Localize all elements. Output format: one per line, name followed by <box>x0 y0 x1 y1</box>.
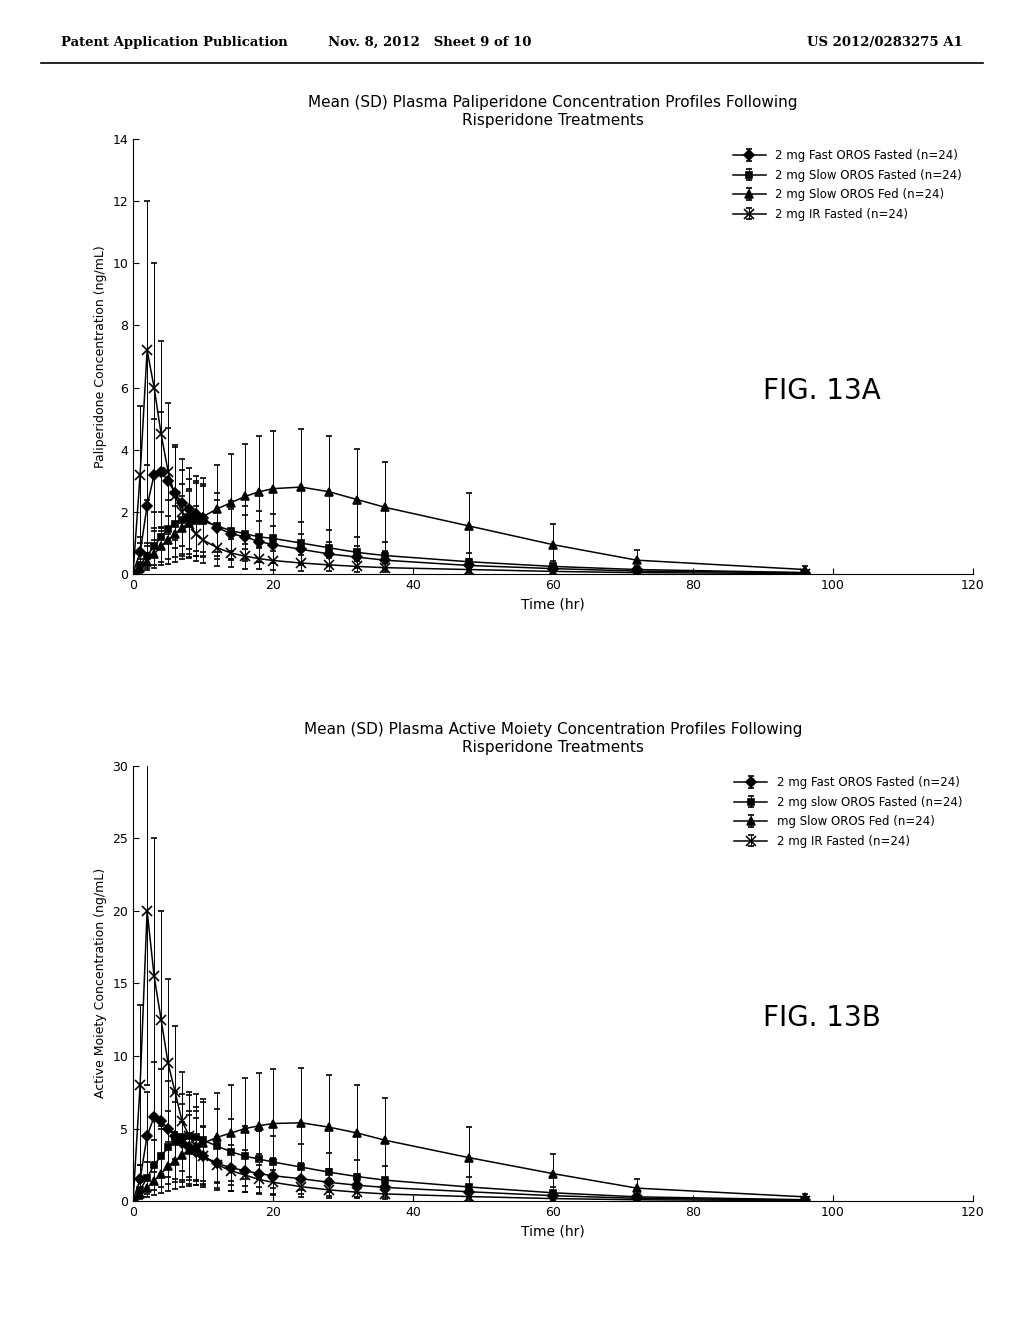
X-axis label: Time (hr): Time (hr) <box>521 1225 585 1238</box>
Y-axis label: Paliperidone Concentration (ng/mL): Paliperidone Concentration (ng/mL) <box>94 246 106 467</box>
Title: Mean (SD) Plasma Paliperidone Concentration Profiles Following
Risperidone Treat: Mean (SD) Plasma Paliperidone Concentrat… <box>308 95 798 128</box>
Legend: 2 mg Fast OROS Fasted (n=24), 2 mg Slow OROS Fasted (n=24), 2 mg Slow OROS Fed (: 2 mg Fast OROS Fasted (n=24), 2 mg Slow … <box>728 144 967 226</box>
Title: Mean (SD) Plasma Active Moiety Concentration Profiles Following
Risperidone Trea: Mean (SD) Plasma Active Moiety Concentra… <box>304 722 802 755</box>
Legend: 2 mg Fast OROS Fasted (n=24), 2 mg slow OROS Fasted (n=24), mg Slow OROS Fed (n=: 2 mg Fast OROS Fasted (n=24), 2 mg slow … <box>729 771 967 853</box>
Text: Patent Application Publication: Patent Application Publication <box>61 36 288 49</box>
Text: Nov. 8, 2012   Sheet 9 of 10: Nov. 8, 2012 Sheet 9 of 10 <box>329 36 531 49</box>
Text: US 2012/0283275 A1: US 2012/0283275 A1 <box>807 36 963 49</box>
Y-axis label: Active Moiety Concentration (ng/mL): Active Moiety Concentration (ng/mL) <box>94 869 106 1098</box>
X-axis label: Time (hr): Time (hr) <box>521 598 585 611</box>
Text: FIG. 13A: FIG. 13A <box>763 378 881 405</box>
Text: FIG. 13B: FIG. 13B <box>763 1005 881 1032</box>
